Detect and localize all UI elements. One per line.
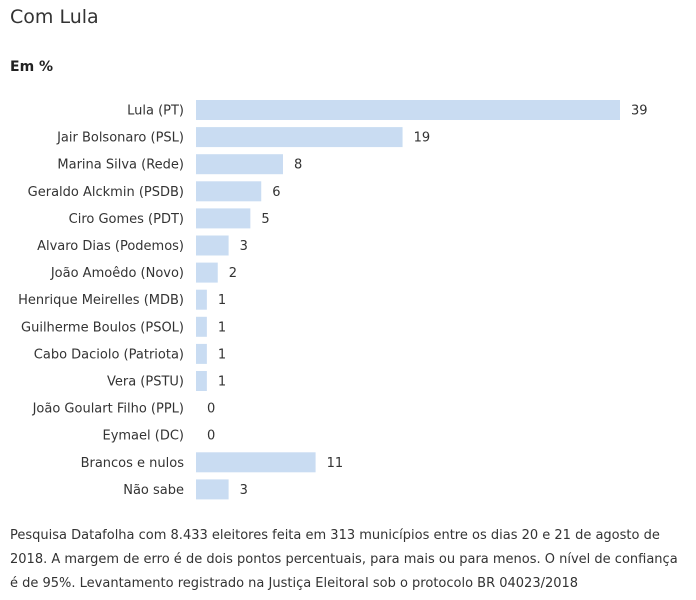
category-label: Não sabe [123,483,184,498]
category-label: Guilherme Boulos (PSOL) [21,320,184,335]
value-label: 3 [240,483,248,498]
value-label: 0 [207,429,215,444]
value-label: 19 [414,131,431,146]
bar-chart: Lula (PT) 39 Jair Bolsonaro (PSL) 19 Marina … [18,100,648,500]
category-label: Alvaro Dias (Podemos) [37,239,184,254]
category-label: Jair Bolsonaro (PSL) [56,131,184,146]
bar [196,289,207,310]
value-label: 1 [218,347,226,362]
bar [196,452,316,473]
bar [196,127,403,148]
bar [196,316,207,337]
bar [196,154,283,175]
category-label: Vera (PSTU) [107,375,184,390]
bar [196,343,207,364]
bar [196,100,620,120]
value-label: 8 [294,158,302,173]
bar [196,479,229,500]
value-label: 1 [218,293,226,308]
footnote: Pesquisa Datafolha com 8.433 eleitores f… [10,528,678,591]
category-label: João Goulart Filho (PPL) [32,402,184,417]
bar [196,235,229,256]
category-label: Henrique Meirelles (MDB) [18,293,184,308]
value-label: 39 [631,104,648,119]
bar [196,371,207,391]
category-label: Lula (PT) [127,104,184,119]
category-label: Geraldo Alckmin (PSDB) [28,185,184,200]
value-label: 1 [218,320,226,335]
category-label: Brancos e nulos [81,456,185,471]
category-label: João Amoêdo (Novo) [50,266,184,281]
category-label: Marina Silva (Rede) [57,158,184,173]
value-label: 1 [218,375,226,390]
bar [196,262,218,283]
category-label: Cabo Daciolo (Patriota) [34,347,184,362]
value-label: 11 [327,456,344,471]
bar [196,208,251,229]
bar [196,181,262,202]
unit-label: Em % [10,59,54,75]
category-label: Ciro Gomes (PDT) [69,212,184,227]
value-label: 5 [261,212,269,227]
value-label: 0 [207,402,215,417]
category-label: Eymael (DC) [102,429,184,444]
value-label: 2 [229,266,237,281]
value-label: 6 [272,185,280,200]
chart-title: Com Lula [10,6,99,28]
value-label: 3 [240,239,248,254]
